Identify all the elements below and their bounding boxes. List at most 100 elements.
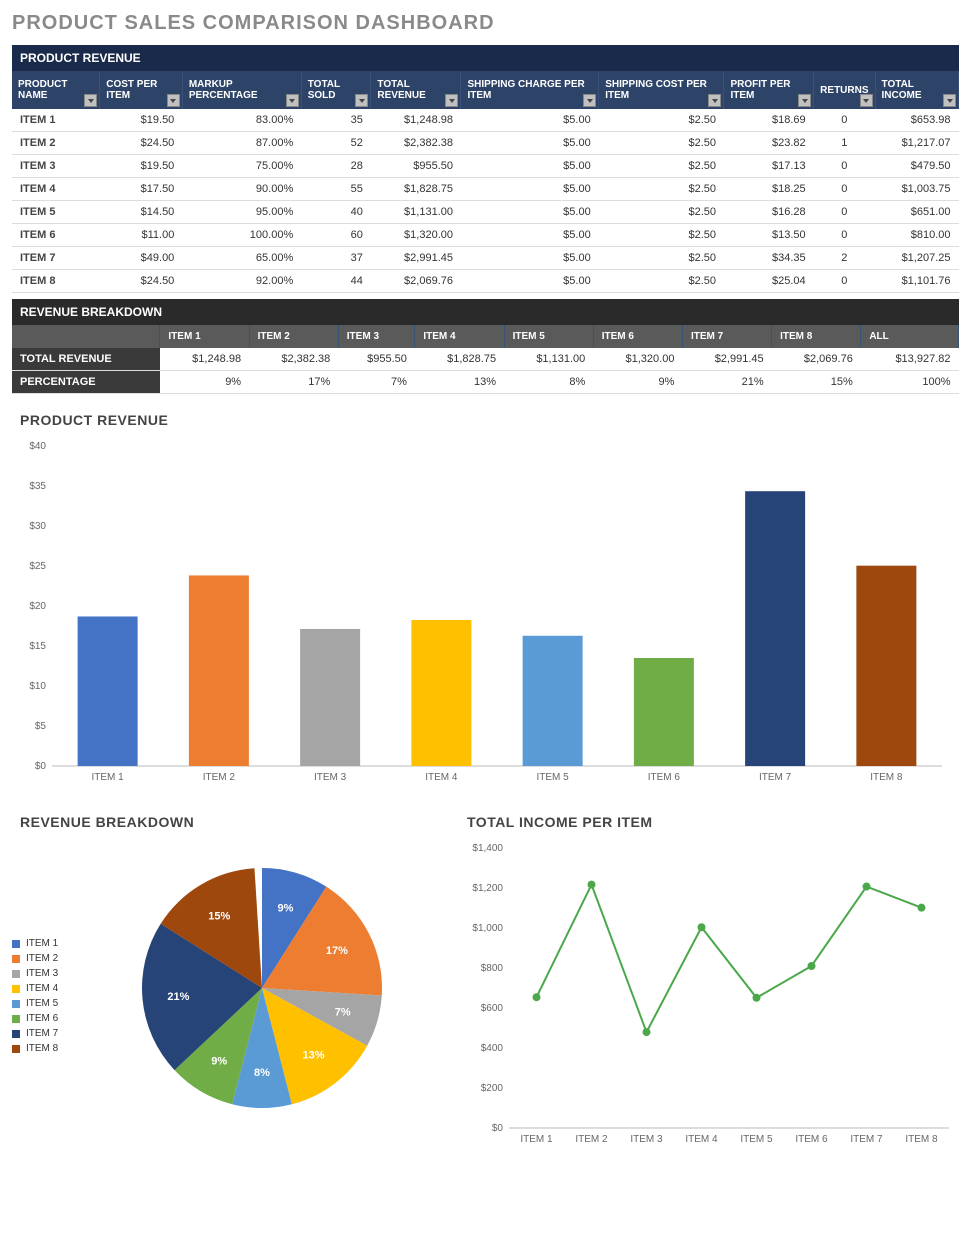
cell: $5.00 <box>461 178 599 201</box>
legend-swatch <box>12 940 20 948</box>
cell: $2,382.38 <box>249 348 338 371</box>
cell: 13% <box>415 371 504 394</box>
cell: $19.50 <box>100 109 183 132</box>
cell: $2,069.76 <box>371 270 461 293</box>
cell: 92.00% <box>182 270 301 293</box>
filter-icon[interactable] <box>445 94 458 107</box>
cell: $2,069.76 <box>772 348 861 371</box>
cell: PERCENTAGE <box>12 371 160 394</box>
cell: 55 <box>301 178 371 201</box>
cell: 52 <box>301 132 371 155</box>
col-header: COST PER ITEM <box>100 71 183 109</box>
col-header: TOTAL REVENUE <box>371 71 461 109</box>
cell: $5.00 <box>461 132 599 155</box>
cell: $810.00 <box>875 224 958 247</box>
legend-item: ITEM 2 <box>12 953 82 964</box>
cell: 37 <box>301 247 371 270</box>
cell: $11.00 <box>100 224 183 247</box>
svg-text:$200: $200 <box>481 1083 504 1094</box>
svg-text:15%: 15% <box>208 911 230 923</box>
col-header: ITEM 4 <box>415 325 504 348</box>
cell: $651.00 <box>875 201 958 224</box>
cell: $5.00 <box>461 201 599 224</box>
col-header: ITEM 8 <box>772 325 861 348</box>
cell: $23.82 <box>724 132 814 155</box>
filter-icon[interactable] <box>286 94 299 107</box>
table-row: ITEM 5$14.5095.00%40$1,131.00$5.00$2.50$… <box>12 201 959 224</box>
col-header: ITEM 2 <box>249 325 338 348</box>
col-header: ITEM 5 <box>504 325 593 348</box>
filter-icon[interactable] <box>167 94 180 107</box>
revenue-breakdown-header: REVENUE BREAKDOWN <box>12 299 959 325</box>
legend-swatch <box>12 1045 20 1053</box>
cell: $1,131.00 <box>371 201 461 224</box>
svg-text:$25: $25 <box>29 561 46 572</box>
svg-text:ITEM 1: ITEM 1 <box>92 772 125 783</box>
cell: $1,101.76 <box>875 270 958 293</box>
cell: $2.50 <box>599 224 724 247</box>
svg-text:$0: $0 <box>492 1123 504 1134</box>
filter-icon[interactable] <box>708 94 721 107</box>
svg-text:ITEM 8: ITEM 8 <box>870 772 903 783</box>
svg-text:ITEM 3: ITEM 3 <box>630 1134 663 1145</box>
col-header: ALL <box>861 325 959 348</box>
cell: 0 <box>814 201 875 224</box>
filter-icon[interactable] <box>84 94 97 107</box>
cell: ITEM 8 <box>12 270 100 293</box>
table-row: ITEM 1$19.5083.00%35$1,248.98$5.00$2.50$… <box>12 109 959 132</box>
cell: $5.00 <box>461 109 599 132</box>
cell: $2.50 <box>599 247 724 270</box>
cell: $2.50 <box>599 132 724 155</box>
product-revenue-header: PRODUCT REVENUE <box>12 45 959 71</box>
legend-item: ITEM 4 <box>12 983 82 994</box>
filter-icon[interactable] <box>798 94 811 107</box>
svg-text:$30: $30 <box>29 521 46 532</box>
legend-item: ITEM 7 <box>12 1028 82 1039</box>
svg-text:8%: 8% <box>254 1067 270 1079</box>
cell: $1,320.00 <box>371 224 461 247</box>
svg-text:ITEM 4: ITEM 4 <box>425 772 458 783</box>
col-header: SHIPPING COST PER ITEM <box>599 71 724 109</box>
svg-text:21%: 21% <box>167 991 189 1003</box>
filter-icon[interactable] <box>860 94 873 107</box>
col-header: ITEM 3 <box>338 325 415 348</box>
legend-item: ITEM 5 <box>12 998 82 1009</box>
cell: $19.50 <box>100 155 183 178</box>
bar-chart-title: PRODUCT REVENUE <box>20 412 959 428</box>
svg-text:$600: $600 <box>481 1003 504 1014</box>
filter-icon[interactable] <box>355 94 368 107</box>
cell: $2,991.45 <box>682 348 771 371</box>
legend-label: ITEM 8 <box>26 1043 58 1054</box>
cell: ITEM 3 <box>12 155 100 178</box>
cell: 1 <box>814 132 875 155</box>
cell: $2.50 <box>599 178 724 201</box>
col-header: ITEM 1 <box>160 325 249 348</box>
legend-item: ITEM 3 <box>12 968 82 979</box>
legend-label: ITEM 2 <box>26 953 58 964</box>
cell: 9% <box>160 371 249 394</box>
svg-text:$1,000: $1,000 <box>472 923 503 934</box>
pie-legend: ITEM 1ITEM 2ITEM 3ITEM 4ITEM 5ITEM 6ITEM… <box>12 938 82 1058</box>
filter-icon[interactable] <box>583 94 596 107</box>
cell: $5.00 <box>461 224 599 247</box>
cell: 0 <box>814 270 875 293</box>
col-header: MARKUP PERCENTAGE <box>182 71 301 109</box>
cell: $1,248.98 <box>371 109 461 132</box>
cell: $955.50 <box>338 348 415 371</box>
cell: $2.50 <box>599 109 724 132</box>
cell: 65.00% <box>182 247 301 270</box>
cell: $49.00 <box>100 247 183 270</box>
svg-text:$1,200: $1,200 <box>472 883 503 894</box>
svg-text:ITEM 8: ITEM 8 <box>905 1134 938 1145</box>
cell: 0 <box>814 224 875 247</box>
cell: $1,217.07 <box>875 132 958 155</box>
svg-text:$40: $40 <box>29 441 46 452</box>
cell: 44 <box>301 270 371 293</box>
filter-icon[interactable] <box>943 94 956 107</box>
cell: $25.04 <box>724 270 814 293</box>
line-chart-title: TOTAL INCOME PER ITEM <box>467 814 959 830</box>
col-header: PROFIT PER ITEM <box>724 71 814 109</box>
cell: 0 <box>814 155 875 178</box>
cell: 87.00% <box>182 132 301 155</box>
cell: $2,991.45 <box>371 247 461 270</box>
